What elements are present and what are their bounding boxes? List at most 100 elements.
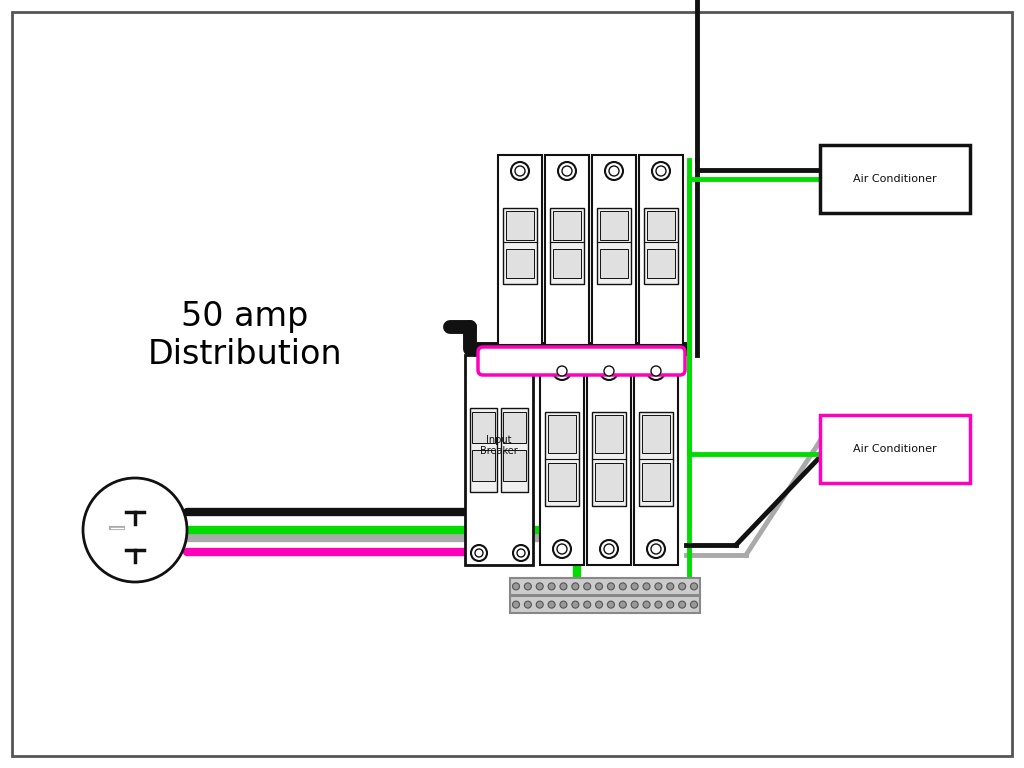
Circle shape <box>631 583 638 590</box>
Circle shape <box>548 583 555 590</box>
Bar <box>472 449 495 481</box>
Bar <box>642 415 670 453</box>
Bar <box>501 408 528 492</box>
Circle shape <box>524 583 531 590</box>
Text: Air Conditioner: Air Conditioner <box>853 174 937 184</box>
Circle shape <box>557 366 567 376</box>
Circle shape <box>600 362 618 380</box>
Bar <box>465 355 534 565</box>
Circle shape <box>512 583 519 590</box>
Circle shape <box>596 583 602 590</box>
Bar <box>545 412 579 506</box>
Circle shape <box>560 583 567 590</box>
Circle shape <box>562 166 572 176</box>
Circle shape <box>571 601 579 608</box>
Bar <box>647 211 675 240</box>
Circle shape <box>652 162 670 180</box>
Bar <box>634 355 678 565</box>
Bar <box>540 355 584 565</box>
Bar <box>548 415 575 453</box>
Bar <box>470 408 497 492</box>
Bar <box>647 250 675 278</box>
Circle shape <box>643 601 650 608</box>
Circle shape <box>553 362 571 380</box>
Circle shape <box>513 545 529 561</box>
Circle shape <box>553 540 571 558</box>
Bar <box>503 208 537 284</box>
Circle shape <box>609 166 618 176</box>
Bar <box>600 250 628 278</box>
Circle shape <box>584 601 591 608</box>
Bar <box>820 415 970 483</box>
Circle shape <box>517 549 525 557</box>
Bar <box>550 208 584 284</box>
Circle shape <box>607 583 614 590</box>
Circle shape <box>620 601 627 608</box>
Circle shape <box>607 601 614 608</box>
Circle shape <box>537 583 544 590</box>
Bar <box>639 155 683 345</box>
Circle shape <box>475 549 483 557</box>
Circle shape <box>512 601 519 608</box>
Bar <box>553 250 581 278</box>
Circle shape <box>647 540 665 558</box>
Circle shape <box>667 601 674 608</box>
Bar <box>510 578 700 594</box>
Circle shape <box>558 162 575 180</box>
Bar <box>597 208 631 284</box>
Bar <box>587 355 631 565</box>
Bar <box>506 250 534 278</box>
Circle shape <box>557 544 567 554</box>
Bar <box>503 449 526 481</box>
Circle shape <box>651 366 662 376</box>
Bar <box>600 211 628 240</box>
Circle shape <box>511 162 529 180</box>
Circle shape <box>631 601 638 608</box>
Circle shape <box>690 583 697 590</box>
Bar <box>503 412 526 443</box>
Circle shape <box>690 601 697 608</box>
Bar <box>642 463 670 501</box>
Circle shape <box>584 583 591 590</box>
Bar <box>820 145 970 213</box>
Circle shape <box>571 583 579 590</box>
Bar <box>553 211 581 240</box>
Bar <box>644 208 678 284</box>
Circle shape <box>647 362 665 380</box>
Circle shape <box>83 478 187 582</box>
Text: Air Conditioner: Air Conditioner <box>853 444 937 454</box>
Circle shape <box>515 166 525 176</box>
Bar <box>595 415 623 453</box>
Bar <box>639 412 673 506</box>
Bar <box>510 596 700 613</box>
Circle shape <box>471 545 487 561</box>
Circle shape <box>560 601 567 608</box>
Circle shape <box>537 601 544 608</box>
Circle shape <box>605 162 623 180</box>
FancyBboxPatch shape <box>478 347 685 375</box>
Circle shape <box>651 544 662 554</box>
Bar <box>595 463 623 501</box>
Circle shape <box>679 583 686 590</box>
Bar <box>545 155 589 345</box>
Text: Input
Breaker: Input Breaker <box>480 435 518 456</box>
Bar <box>498 155 542 345</box>
Bar <box>548 463 575 501</box>
Circle shape <box>596 601 602 608</box>
Circle shape <box>667 583 674 590</box>
Circle shape <box>656 166 666 176</box>
Circle shape <box>600 540 618 558</box>
Bar <box>592 155 636 345</box>
Bar <box>592 412 626 506</box>
Circle shape <box>604 544 614 554</box>
Bar <box>472 412 495 443</box>
Circle shape <box>655 583 662 590</box>
Bar <box>506 211 534 240</box>
Circle shape <box>548 601 555 608</box>
Circle shape <box>524 601 531 608</box>
Text: 50 amp
Distribution: 50 amp Distribution <box>147 300 342 371</box>
Circle shape <box>679 601 686 608</box>
Circle shape <box>604 366 614 376</box>
Circle shape <box>655 601 662 608</box>
Circle shape <box>620 583 627 590</box>
